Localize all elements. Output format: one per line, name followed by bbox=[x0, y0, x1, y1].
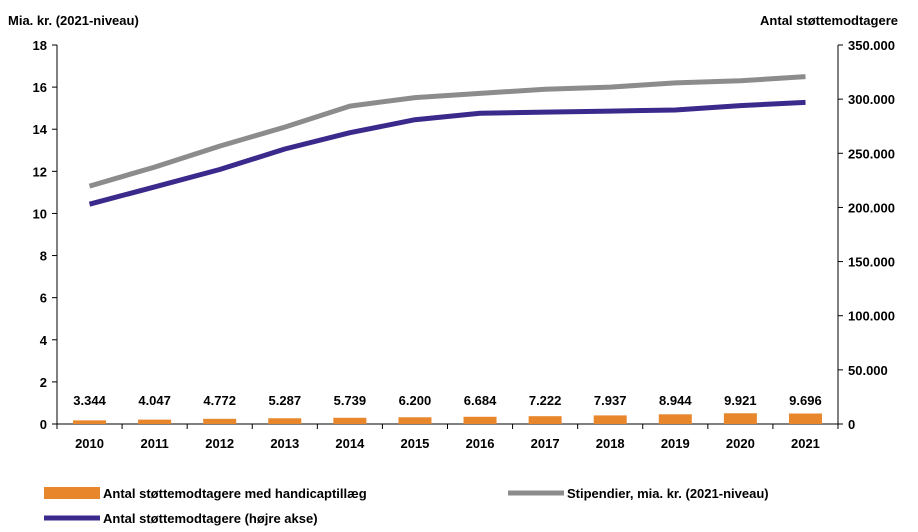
right-tick-label: 350.000 bbox=[848, 38, 895, 53]
bar bbox=[658, 414, 692, 424]
series-line-stipendier bbox=[88, 74, 806, 189]
bar-data-label: 5.287 bbox=[269, 393, 302, 408]
bar-data-label: 7.222 bbox=[529, 393, 562, 408]
right-tick-label: 150.000 bbox=[848, 255, 895, 270]
left-tick-label: 4 bbox=[40, 333, 48, 348]
bar bbox=[463, 416, 497, 424]
legend: Antal støttemodtagere med handicaptillæg… bbox=[44, 486, 769, 526]
plot-area: 0 2 4 6 8 10 12 14 16 18 0 50.000 100.000 150.000 200.… bbox=[33, 38, 895, 451]
bar-data-label: 5.739 bbox=[334, 393, 367, 408]
x-tick-label: 2011 bbox=[141, 436, 169, 451]
bar bbox=[268, 418, 302, 424]
x-tick-label: 2010 bbox=[75, 436, 104, 451]
x-tick-label: 2018 bbox=[596, 436, 625, 451]
bar bbox=[333, 417, 367, 424]
x-tick-label: 2021 bbox=[791, 436, 820, 451]
series-line-recipients bbox=[88, 99, 806, 207]
right-tick-label: 0 bbox=[848, 417, 855, 432]
bar bbox=[788, 413, 822, 424]
legend-label-stipendier: Stipendier, mia. kr. (2021-niveau) bbox=[567, 486, 769, 501]
bar bbox=[138, 419, 172, 424]
bar-data-label: 8.944 bbox=[659, 393, 692, 408]
bar-data-label: 4.047 bbox=[138, 393, 171, 408]
left-tick-label: 18 bbox=[33, 38, 47, 53]
left-tick-label: 10 bbox=[33, 206, 47, 221]
bar bbox=[723, 413, 757, 424]
right-tick-label: 50.000 bbox=[848, 363, 888, 378]
bar-data-label: 6.684 bbox=[464, 393, 497, 408]
x-tick-label: 2017 bbox=[531, 436, 560, 451]
left-tick-label: 14 bbox=[33, 122, 48, 137]
x-tick-label: 2020 bbox=[726, 436, 755, 451]
bar bbox=[203, 418, 237, 424]
left-tick-label: 12 bbox=[33, 164, 47, 179]
x-tick-label: 2014 bbox=[335, 436, 365, 451]
bar bbox=[593, 415, 627, 424]
bar-data-label: 9.921 bbox=[724, 393, 757, 408]
bar bbox=[398, 417, 432, 424]
bar-data-label: 4.772 bbox=[203, 393, 236, 408]
right-axis-title: Antal støttemodtagere bbox=[760, 13, 898, 28]
x-tick-label: 2012 bbox=[205, 436, 234, 451]
bar-data-label: 7.937 bbox=[594, 393, 627, 408]
bar-data-label: 6.200 bbox=[399, 393, 432, 408]
legend-label-bars: Antal støttemodtagere med handicaptillæg bbox=[103, 486, 367, 501]
bar-data-label: 3.344 bbox=[73, 393, 106, 408]
left-tick-label: 16 bbox=[33, 80, 47, 95]
bar-data-label: 9.696 bbox=[789, 393, 822, 408]
left-tick-label: 6 bbox=[40, 291, 47, 306]
x-tick-label: 2016 bbox=[466, 436, 495, 451]
legend-label-recipients: Antal støttemodtagere (højre akse) bbox=[103, 511, 318, 526]
right-tick-label: 200.000 bbox=[848, 200, 895, 215]
left-axis-title: Mia. kr. (2021-niveau) bbox=[8, 13, 139, 28]
legend-swatch-bars bbox=[44, 487, 100, 499]
x-tick-label: 2015 bbox=[400, 436, 429, 451]
bar bbox=[528, 416, 562, 424]
bar bbox=[73, 420, 107, 424]
left-tick-label: 8 bbox=[40, 249, 47, 264]
right-tick-label: 300.000 bbox=[848, 92, 895, 107]
left-tick-label: 0 bbox=[40, 417, 47, 432]
left-tick-label: 2 bbox=[40, 375, 47, 390]
x-tick-label: 2013 bbox=[270, 436, 299, 451]
right-tick-label: 100.000 bbox=[848, 309, 895, 324]
right-tick-label: 250.000 bbox=[848, 146, 895, 161]
x-tick-label: 2019 bbox=[661, 436, 690, 451]
